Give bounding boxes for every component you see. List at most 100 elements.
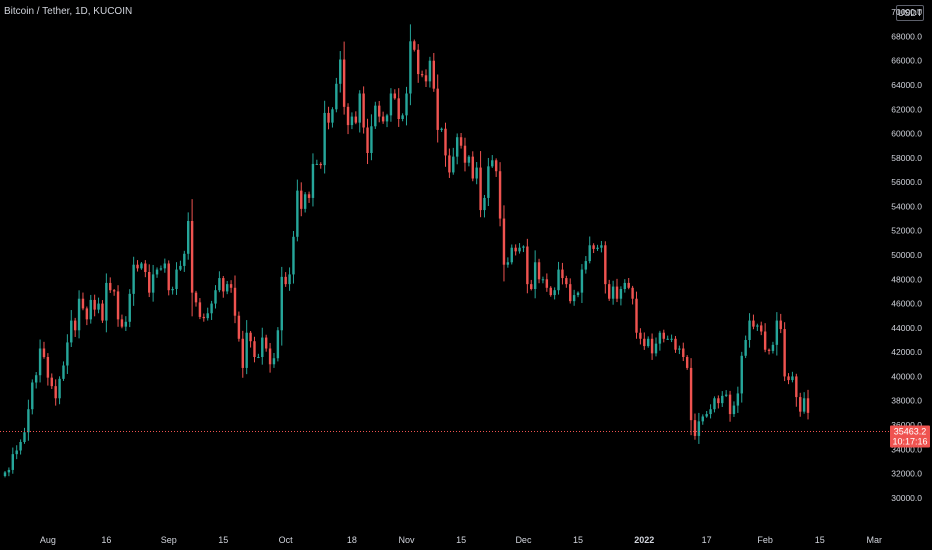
- candle-body: [615, 286, 619, 299]
- candle-body: [3, 472, 7, 476]
- candle-body: [783, 329, 786, 377]
- candle: [471, 151, 474, 182]
- candle: [756, 323, 759, 331]
- candle-body: [420, 74, 424, 76]
- candle-body: [767, 349, 771, 351]
- candle-body: [342, 59, 346, 107]
- candle: [491, 155, 494, 168]
- candle-body: [222, 278, 225, 292]
- candle-body: [358, 93, 361, 123]
- candle-body: [144, 263, 147, 272]
- candle-body: [440, 128, 443, 130]
- candle-body: [467, 156, 471, 163]
- candle: [565, 275, 568, 288]
- candle-body: [685, 357, 689, 368]
- candle-body: [378, 105, 381, 117]
- y-tick-label: 52000.0: [891, 226, 922, 236]
- candle-body: [101, 303, 104, 321]
- candle: [697, 412, 701, 444]
- candle: [229, 280, 233, 293]
- candle: [350, 112, 354, 130]
- candle: [171, 286, 174, 295]
- candle-body: [471, 156, 474, 179]
- candle: [717, 395, 720, 409]
- y-tick-label: 42000.0: [891, 347, 922, 357]
- candle: [744, 335, 747, 359]
- currency-button[interactable]: USDT: [896, 5, 924, 21]
- candle: [799, 392, 802, 417]
- candle: [588, 236, 591, 264]
- candle-body: [732, 405, 736, 415]
- candle: [381, 111, 385, 124]
- candle-body: [261, 337, 264, 357]
- candle: [475, 162, 478, 185]
- candle-body: [385, 115, 389, 122]
- candle: [288, 267, 291, 291]
- candle: [424, 69, 428, 88]
- x-tick-label: 17: [702, 535, 712, 545]
- candle: [128, 289, 131, 328]
- candle-body: [284, 276, 287, 285]
- candle: [619, 286, 623, 306]
- candle: [132, 256, 135, 306]
- candle: [378, 100, 381, 123]
- candle-body: [654, 343, 658, 354]
- candle: [85, 306, 89, 326]
- candle-body: [736, 393, 740, 406]
- candle-body: [89, 299, 92, 320]
- candle: [280, 266, 283, 346]
- candle: [533, 250, 537, 299]
- candle-body: [303, 194, 307, 209]
- candle: [795, 373, 798, 407]
- candle-body: [748, 320, 751, 340]
- candle: [331, 107, 334, 128]
- candle: [608, 279, 611, 301]
- x-tick-label: 15: [218, 535, 228, 545]
- candle: [253, 336, 256, 363]
- candle-body: [245, 332, 248, 368]
- candle-body: [487, 166, 490, 198]
- candle-body: [346, 106, 350, 126]
- candle-body: [506, 262, 510, 265]
- candle: [66, 334, 69, 374]
- candle-body: [483, 197, 486, 211]
- candle-body: [530, 284, 533, 289]
- candle: [136, 260, 139, 272]
- candle: [678, 345, 681, 355]
- candle: [596, 244, 599, 251]
- price-axis: 30000.0 32000.0 34000.0 36000.0 38000.0 40000…: [891, 7, 922, 503]
- candle-body: [393, 93, 397, 99]
- candle: [264, 334, 268, 352]
- candle-body: [210, 303, 213, 314]
- y-tick-label: 38000.0: [891, 396, 922, 406]
- candle: [728, 390, 732, 422]
- y-tick-label: 56000.0: [891, 177, 922, 187]
- candle: [713, 396, 716, 413]
- candle-body: [596, 247, 599, 249]
- last-price-label: 35463.210:17:16: [890, 425, 930, 448]
- candle: [187, 212, 190, 260]
- candle: [23, 427, 26, 444]
- candle-body: [327, 112, 330, 123]
- candle-body: [709, 409, 712, 415]
- candle-body: [569, 284, 572, 302]
- candle: [159, 265, 163, 271]
- candle: [553, 287, 556, 300]
- candle-body: [171, 289, 174, 291]
- candle: [783, 322, 786, 382]
- candle-body: [646, 338, 650, 347]
- candle-body: [280, 276, 283, 331]
- candle-body: [206, 313, 209, 319]
- candle: [31, 379, 34, 415]
- y-tick-label: 34000.0: [891, 444, 922, 454]
- candle: [674, 335, 677, 353]
- candle: [639, 328, 642, 345]
- candle: [140, 262, 143, 270]
- candle: [109, 277, 112, 293]
- candle: [183, 250, 186, 272]
- last-price-badge: [890, 425, 930, 448]
- candle-body: [105, 282, 108, 321]
- candle: [3, 470, 7, 478]
- candle-body: [705, 414, 708, 417]
